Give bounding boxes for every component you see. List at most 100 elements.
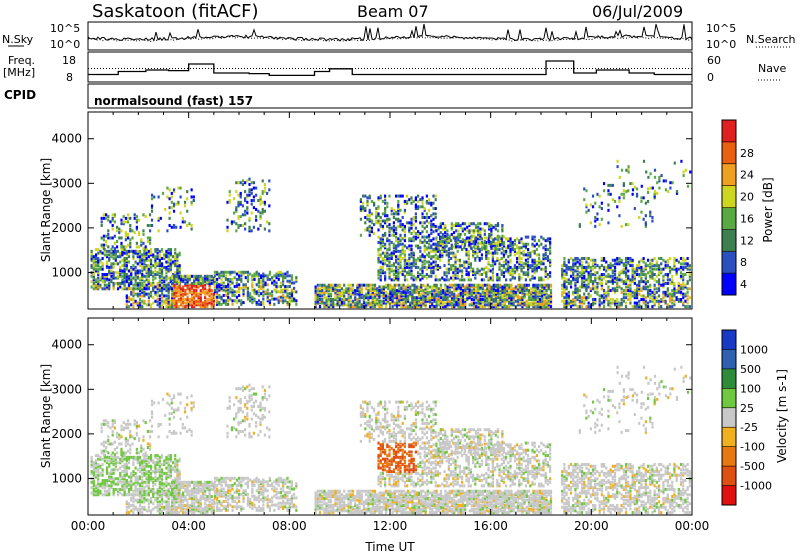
power-cell	[598, 303, 601, 307]
power-cell	[511, 274, 514, 278]
power-cell	[441, 248, 444, 252]
power-cell	[509, 269, 512, 273]
power-cell	[613, 299, 617, 303]
power-cell	[134, 251, 137, 255]
power-cell	[417, 199, 420, 203]
power-cell	[275, 286, 278, 290]
power-cell	[402, 283, 405, 287]
power-cell	[492, 238, 495, 242]
power-cell	[395, 260, 398, 264]
power-cell	[147, 299, 150, 303]
power-cell	[388, 226, 391, 230]
power-cell	[524, 253, 528, 257]
power-cell	[408, 262, 411, 266]
power-cell	[400, 285, 403, 289]
power-cell	[369, 287, 372, 291]
power-cell	[172, 202, 176, 206]
power-cell	[544, 271, 547, 275]
power-cell	[293, 297, 296, 301]
power-cell	[500, 239, 503, 243]
power-cell	[461, 294, 465, 298]
power-cell	[170, 191, 173, 195]
power-cell	[444, 297, 447, 301]
power-cell	[199, 276, 202, 280]
power-cell	[448, 299, 451, 303]
power-cell	[450, 267, 453, 271]
power-cell	[657, 265, 661, 269]
power-cell	[620, 297, 623, 301]
power-cell	[175, 292, 178, 296]
power-cell	[397, 255, 400, 259]
power-cell	[640, 294, 643, 298]
power-cell	[190, 292, 194, 296]
power-cell	[477, 287, 480, 291]
power-cell	[660, 305, 663, 309]
power-cell	[116, 249, 120, 253]
power-cell	[218, 276, 221, 280]
power-cell	[437, 287, 440, 291]
power-cell	[536, 285, 539, 289]
power-cell	[152, 283, 155, 287]
power-cell	[314, 285, 317, 289]
power-cell	[480, 246, 484, 250]
power-cell	[505, 251, 508, 255]
power-cell	[450, 276, 453, 280]
power-cell	[160, 274, 164, 278]
power-cell	[492, 287, 495, 291]
power-cell	[651, 274, 654, 278]
power-cell	[653, 296, 656, 300]
power-cell	[165, 283, 168, 287]
power-cell	[388, 239, 391, 243]
power-cell	[182, 292, 185, 296]
power-cell	[607, 294, 610, 298]
power-cell	[414, 258, 418, 262]
power-cell	[100, 236, 103, 240]
power-cell	[388, 223, 391, 227]
power-cell	[397, 273, 400, 277]
power-cell	[467, 265, 470, 269]
power-cell	[587, 274, 590, 278]
power-cell	[425, 248, 429, 252]
power-cell	[381, 258, 385, 262]
power-cell	[600, 274, 603, 278]
power-cell	[284, 288, 287, 292]
power-cell	[439, 249, 442, 253]
power-cell	[318, 294, 322, 298]
power-cell	[578, 289, 581, 293]
power-cell	[99, 265, 102, 269]
power-cell	[666, 290, 669, 294]
power-cell	[651, 292, 654, 296]
power-cell	[282, 277, 285, 281]
power-cell	[574, 283, 577, 287]
power-cell	[598, 305, 601, 309]
power-cell	[169, 269, 172, 273]
power-cell	[237, 202, 240, 206]
power-cell	[585, 265, 588, 269]
power-cell	[340, 297, 344, 301]
power-cell	[666, 278, 669, 282]
velocity-cell	[103, 482, 106, 486]
power-cell	[488, 222, 491, 226]
power-cell	[487, 269, 490, 273]
power-cell	[389, 287, 392, 291]
power-cell	[547, 299, 550, 303]
power-cell	[360, 303, 363, 307]
power-cell	[426, 292, 429, 296]
power-cell	[400, 297, 403, 301]
power-cell	[206, 278, 209, 282]
power-cell	[447, 269, 451, 273]
power-cell	[638, 305, 641, 309]
power-cell	[453, 294, 456, 298]
power-cell	[90, 265, 93, 269]
power-cell	[408, 264, 411, 268]
power-cell	[455, 303, 458, 307]
power-cell	[114, 276, 117, 280]
power-cell	[509, 273, 512, 277]
power-cell	[121, 253, 124, 257]
power-cell	[390, 253, 393, 257]
power-cell	[373, 285, 377, 289]
power-cell	[679, 271, 683, 275]
power-cell	[426, 290, 429, 294]
power-cell	[379, 265, 382, 269]
power-cell	[605, 296, 608, 300]
